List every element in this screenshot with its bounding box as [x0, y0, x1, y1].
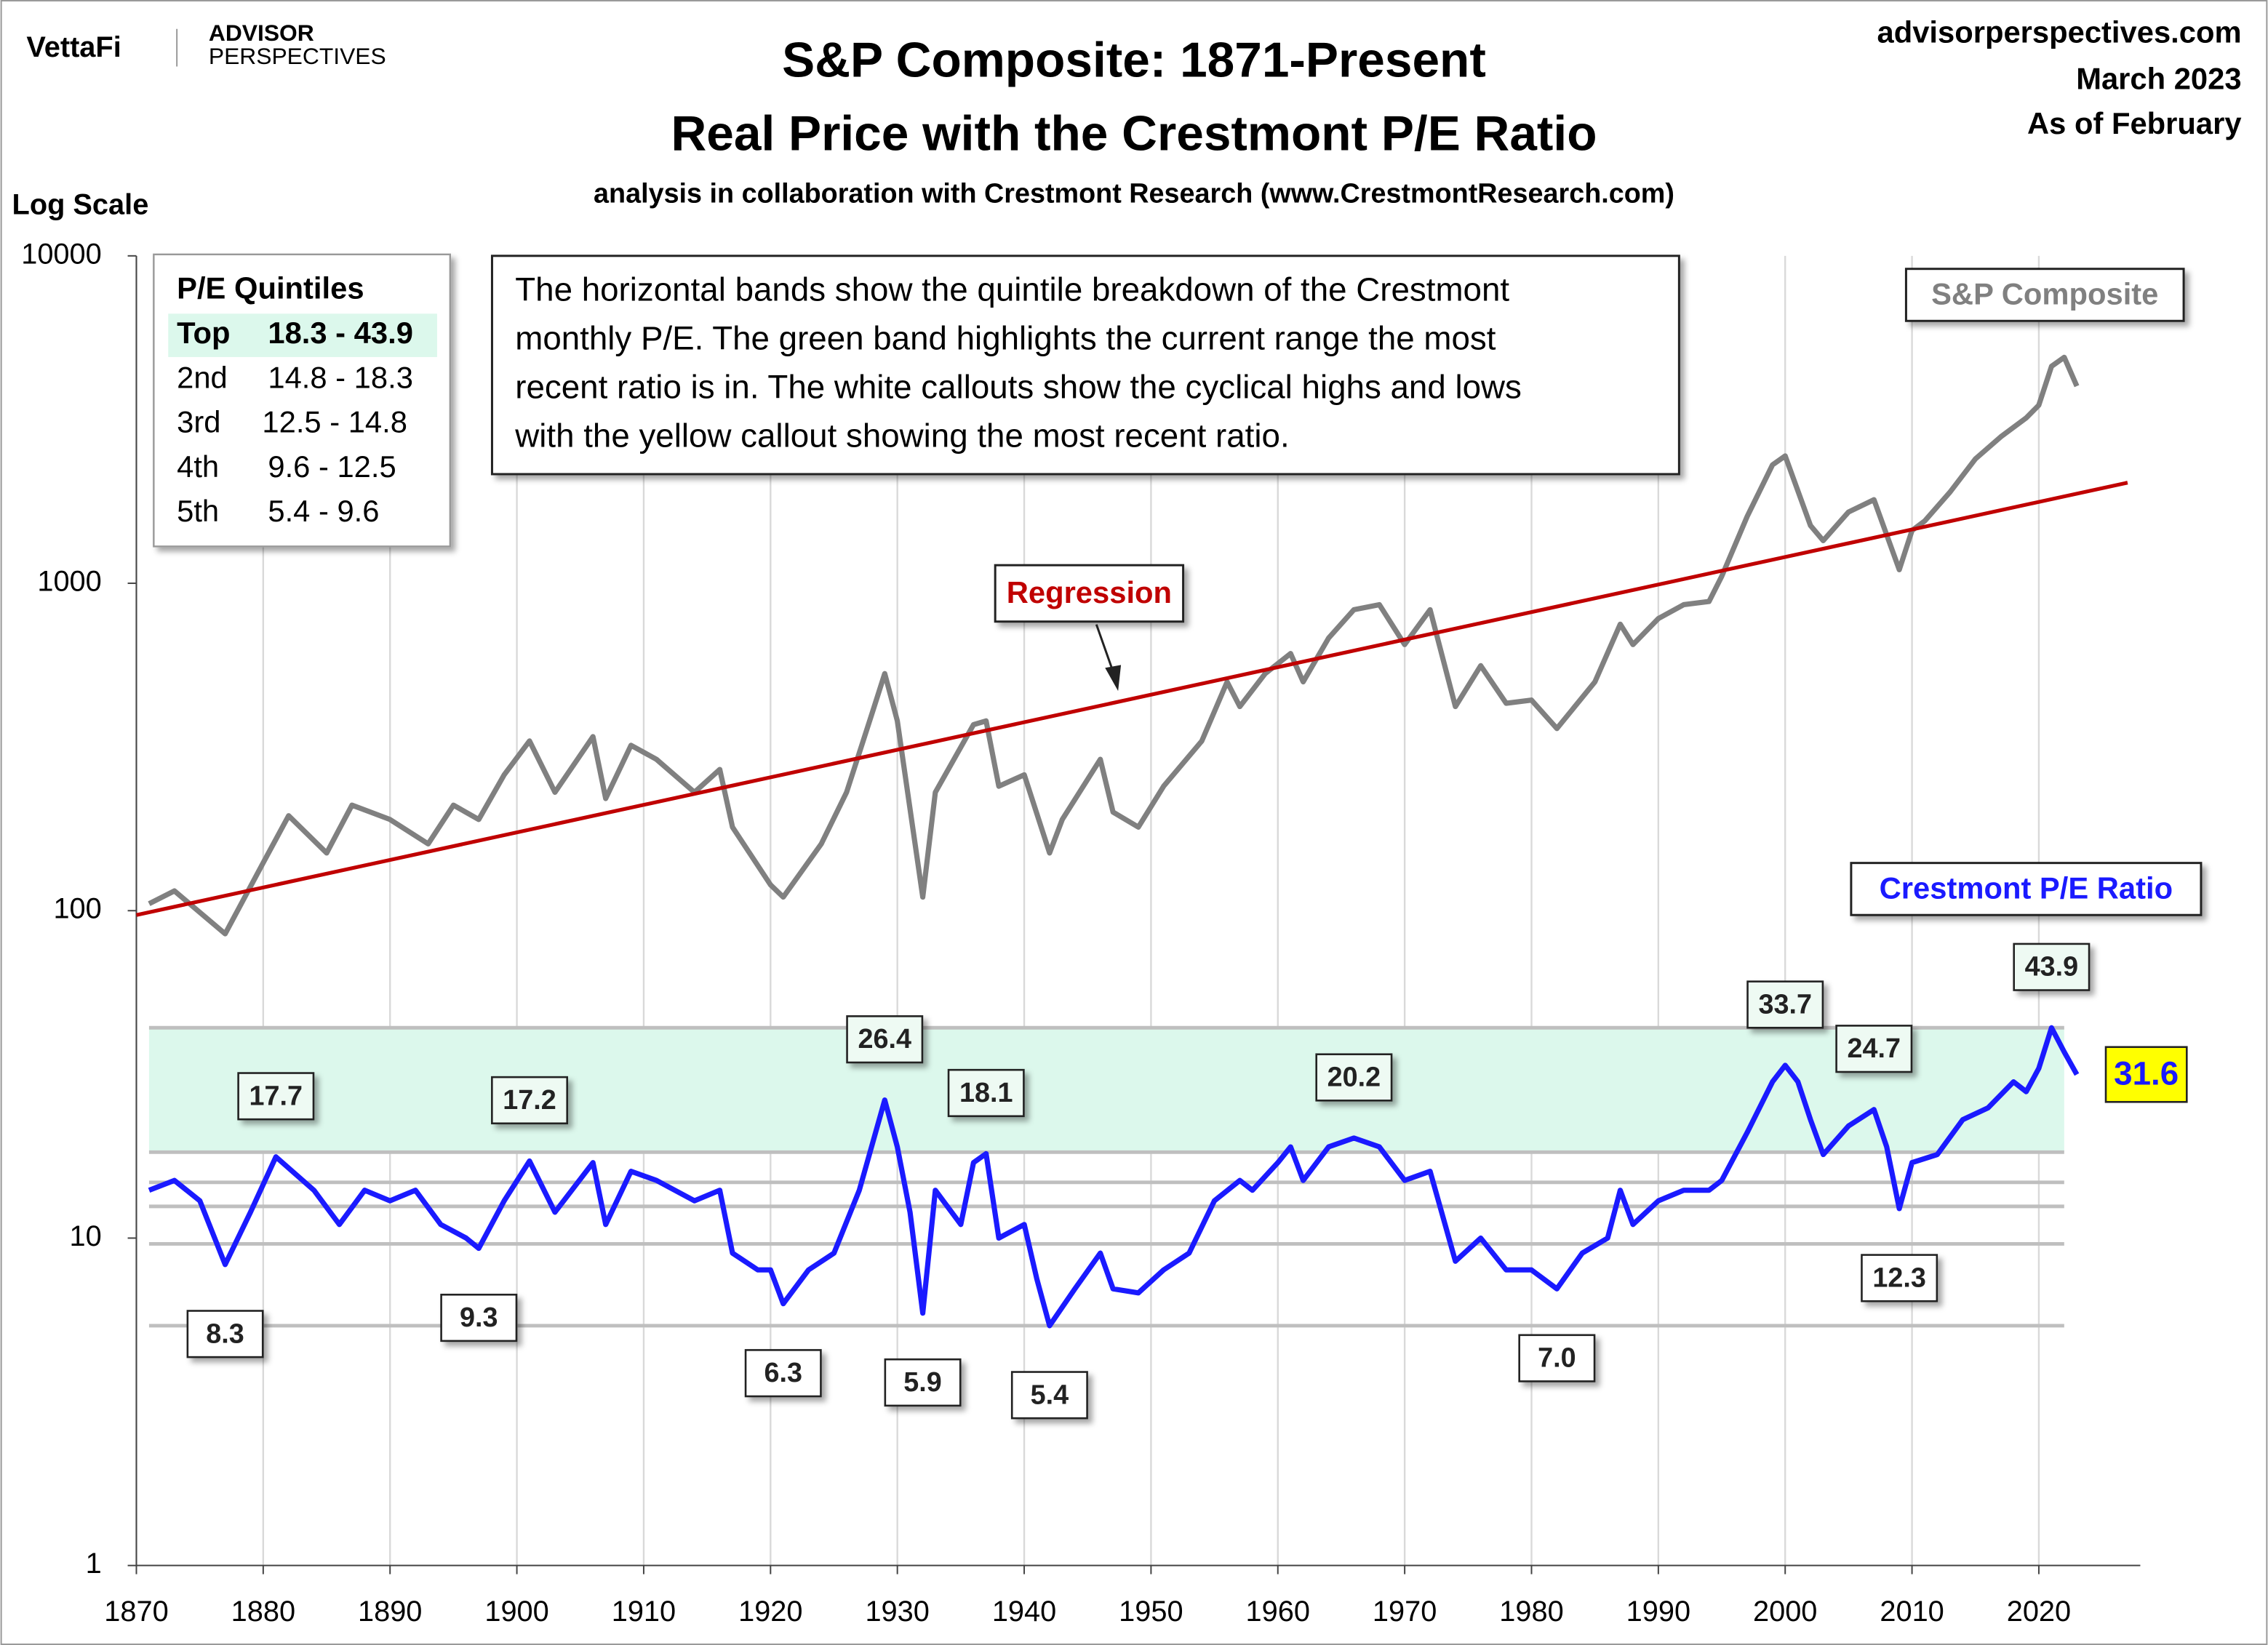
callout-box	[744, 1349, 822, 1398]
callout-box	[884, 1358, 962, 1407]
quintile-range: 18.3 - 43.9	[268, 316, 413, 350]
x-tick-label: 1890	[358, 1596, 422, 1628]
callout-label: 5.9	[903, 1367, 941, 1398]
callout-label: 26.4	[858, 1024, 911, 1054]
date: March 2023	[2076, 61, 2241, 95]
x-tick-label: 1900	[484, 1596, 548, 1628]
chart-subtitle: analysis in collaboration with Crestmont…	[594, 178, 1674, 209]
callout-box	[1861, 1254, 1938, 1302]
callout-label: 18.1	[959, 1078, 1013, 1108]
callout-box	[846, 1015, 924, 1064]
as-of: As of February	[2027, 106, 2242, 140]
quintile-range: 14.8 - 18.3	[268, 360, 413, 394]
legend-label: S&P Composite	[1931, 277, 2158, 311]
legend-box	[994, 564, 1185, 623]
callout-label: 43.9	[2025, 952, 2078, 982]
legend-box	[1904, 268, 2185, 322]
brand: PERSPECTIVES	[209, 43, 386, 69]
callout-label: 20.2	[1327, 1062, 1381, 1092]
callout-box	[1315, 1053, 1393, 1102]
callout-box	[237, 1072, 315, 1121]
x-tick-label: 1990	[1626, 1596, 1690, 1628]
callout-label: 8.3	[206, 1318, 244, 1349]
logo: VettaFi	[26, 31, 121, 63]
legend-box	[1850, 862, 2203, 916]
quintile-name: 4th	[177, 449, 219, 484]
series-line	[135, 481, 2128, 917]
latest-callout	[2104, 1046, 2188, 1103]
callout-box	[1518, 1334, 1596, 1382]
quintile-band	[148, 1028, 2064, 1153]
brand: ADVISOR	[209, 20, 314, 46]
x-tick-label: 2010	[1880, 1596, 1944, 1628]
callout-box	[186, 1310, 264, 1358]
callout-label: 12.3	[1872, 1262, 1925, 1293]
x-tick-label: 1950	[1119, 1596, 1183, 1628]
site: advisorperspectives.com	[1877, 15, 2242, 49]
arrow	[1095, 624, 1115, 674]
x-tick-label: 1870	[104, 1596, 168, 1628]
x-tick-label: 1970	[1373, 1596, 1437, 1628]
x-tick-label: 1960	[1246, 1596, 1310, 1628]
note-line: with the yellow callout showing the most…	[514, 417, 1289, 455]
quintile-name: 5th	[177, 494, 219, 528]
x-tick-label: 1930	[865, 1596, 929, 1628]
y-tick-label: 1000	[37, 566, 101, 598]
y-tick-label: 100	[53, 893, 101, 925]
quintile-box	[153, 253, 452, 548]
quintile-name: 2nd	[177, 360, 228, 394]
note-box	[490, 255, 1680, 476]
arrow-head	[1105, 665, 1122, 692]
callout-label: 5.4	[1031, 1380, 1069, 1410]
callout-label: 17.7	[249, 1081, 303, 1111]
y-axis-label: Log Scale	[12, 189, 149, 221]
callout-label: 24.7	[1848, 1033, 1901, 1064]
quintile-name: Top	[177, 316, 230, 350]
note-line: recent ratio is in. The white callouts s…	[515, 369, 1522, 406]
x-tick-label: 1880	[231, 1596, 295, 1628]
callout-box	[1746, 980, 1824, 1029]
note-line: The horizontal bands show the quintile b…	[515, 271, 1509, 308]
legend-label: Crestmont P/E Ratio	[1880, 870, 2173, 905]
x-tick-label: 1980	[1499, 1596, 1563, 1628]
callout-label: 33.7	[1758, 989, 1811, 1020]
chart-title: Real Price with the Crestmont P/E Ratio	[671, 107, 1597, 161]
x-tick-label: 2020	[2007, 1596, 2071, 1628]
callout-box	[491, 1076, 568, 1125]
quintile-range: 9.6 - 12.5	[268, 449, 396, 484]
y-tick-label: 1	[86, 1548, 102, 1580]
series-line	[148, 1025, 2080, 1329]
callout-label: 7.0	[1538, 1343, 1576, 1374]
callout-box	[947, 1068, 1025, 1118]
quintile-name: 3rd	[177, 405, 220, 439]
latest-label: 31.6	[2114, 1055, 2179, 1092]
x-tick-label: 1910	[612, 1596, 676, 1628]
callout-label: 6.3	[764, 1358, 802, 1388]
x-tick-label: 2000	[1753, 1596, 1817, 1628]
chart-title: S&P Composite: 1871-Present	[782, 33, 1486, 87]
quintile-range: 5.4 - 9.6	[268, 494, 379, 528]
callout-box	[2013, 942, 2091, 991]
note-line: monthly P/E. The green band highlights t…	[515, 320, 1496, 357]
x-tick-label: 1940	[992, 1596, 1056, 1628]
quintile-range: 12.5 - 14.8	[262, 405, 407, 439]
callout-box	[1835, 1025, 1913, 1073]
callout-label: 9.3	[460, 1302, 498, 1333]
callout-label: 17.2	[503, 1085, 556, 1116]
quintile-title: P/E Quintiles	[177, 271, 364, 305]
quintile-highlight	[168, 313, 437, 357]
y-tick-label: 10	[70, 1220, 102, 1252]
callout-box	[440, 1293, 518, 1342]
legend-label: Regression	[1007, 575, 1172, 609]
series-line	[148, 354, 2080, 937]
x-tick-label: 1920	[738, 1596, 802, 1628]
callout-box	[1010, 1371, 1088, 1420]
y-tick-label: 10000	[21, 238, 102, 270]
